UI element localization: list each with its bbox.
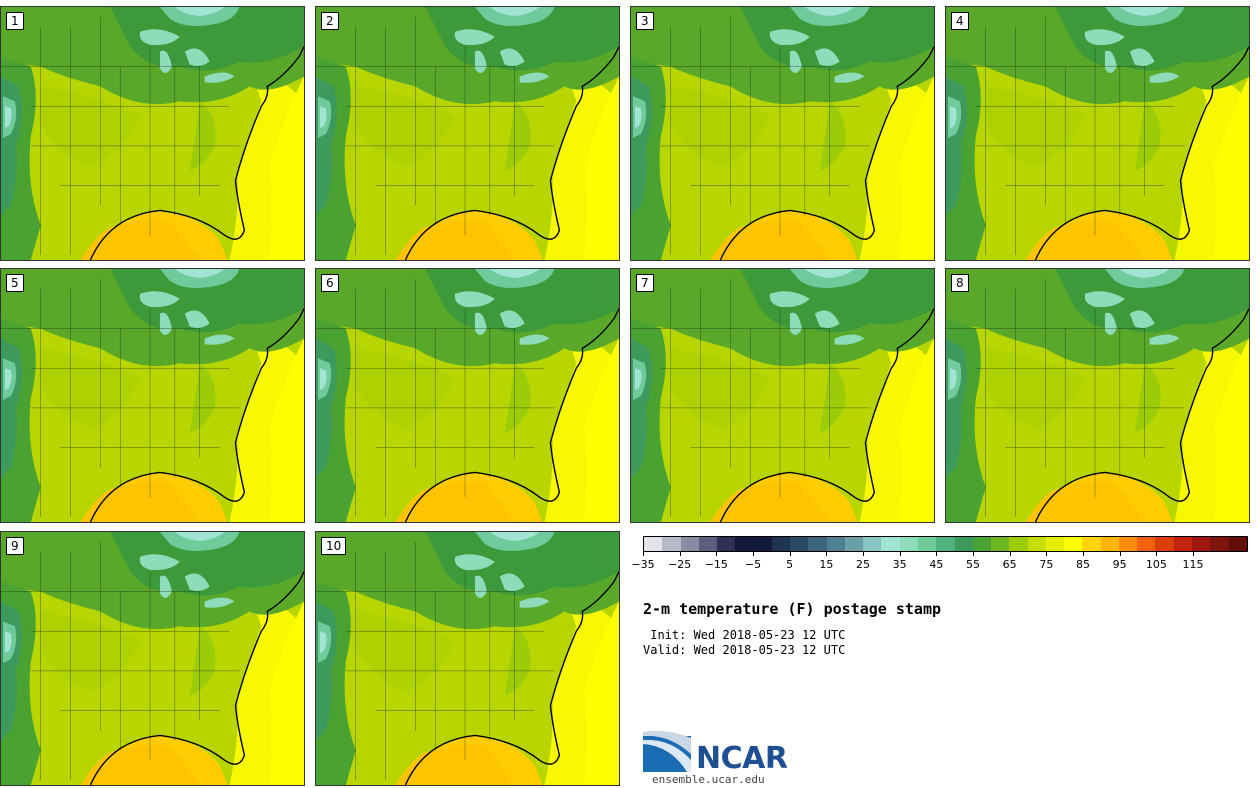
ensemble-member-panel: 3 [630,6,935,261]
ncar-url: ensemble.ucar.edu [652,773,765,786]
colorbar-swatch [644,537,663,551]
member-number-label: 4 [951,12,969,30]
colorbar-tickmark [789,552,791,556]
colorbar-tick-label: 25 [856,558,870,571]
ensemble-member-panel: 10 [315,531,620,786]
ensemble-member-panel: 6 [315,268,620,523]
ensemble-member-panel: 4 [945,6,1250,261]
ensemble-member-panel: 7 [630,268,935,523]
colorbar-tick-label: −5 [744,558,762,571]
colorbar-swatch [954,537,973,551]
colorbar-swatch [717,537,736,551]
colorbar-tickmark [936,552,938,556]
ensemble-member-panel: 9 [0,531,305,786]
colorbar-swatch [1045,537,1065,551]
colorbar-tick-label: −35 [631,558,655,571]
colorbar-tick-label: −25 [668,558,692,571]
member-number-label: 8 [951,274,969,292]
colorbar-swatch [698,537,718,551]
init-time: Init: Wed 2018-05-23 12 UTC [643,628,846,642]
colorbar-tickmark [643,552,644,556]
colorbar-swatch [662,537,681,551]
member-number-label: 1 [6,12,24,30]
colorbar-tickmark [1046,552,1048,556]
colorbar-swatch [1228,537,1247,551]
colorbar-swatch [1027,537,1046,551]
colorbar-swatch [808,537,827,551]
colorbar-tick-label: 115 [1182,558,1204,571]
colorbar-tickmark [1193,552,1194,556]
member-number-label: 6 [321,274,339,292]
colorbar-swatch [753,537,772,551]
colorbar-tick-label: 85 [1076,558,1090,571]
colorbar-tick-label: 5 [786,558,794,571]
colorbar-tickmark [826,552,828,556]
colorbar-swatch [1118,537,1138,551]
colorbar-swatch [844,537,864,551]
member-number-label: 10 [321,537,347,555]
temperature-colorbar [643,536,1248,552]
colorbar-tickmark [679,552,681,556]
colorbar-swatch [1155,537,1174,551]
colorbar-tick-label: 75 [1039,558,1054,571]
colorbar-swatch [680,537,699,551]
ncar-logo-text: NCAR [696,741,788,776]
colorbar-swatch [972,537,992,551]
colorbar-tickmark [899,552,901,556]
colorbar-swatch [771,537,791,551]
colorbar-swatch [863,537,882,551]
colorbar-swatch [1009,537,1028,551]
colorbar-tick-label: 95 [1112,558,1127,571]
colorbar-swatch [1191,537,1211,551]
colorbar-swatch [1064,537,1083,551]
colorbar-swatch [1082,537,1101,551]
colorbar-tick-label: 105 [1145,558,1167,571]
ensemble-member-panel: 8 [945,268,1250,523]
colorbar-tick-label: 65 [1002,558,1017,571]
colorbar-tick-label: 55 [966,558,980,571]
colorbar-swatch [881,537,900,551]
ensemble-member-panel: 2 [315,6,620,261]
colorbar-tickmark [1119,552,1121,556]
colorbar-tickmark [716,552,718,556]
colorbar-tick-label: 45 [929,558,944,571]
ensemble-member-panel: 5 [0,268,305,523]
ncar-logo-icon [643,730,691,772]
member-number-label: 2 [321,12,339,30]
colorbar-tickmark [1083,552,1084,556]
colorbar-swatch [735,537,754,551]
ensemble-member-panel: 1 [0,6,305,261]
colorbar-swatch [899,537,918,551]
colorbar-tickmark [1156,552,1158,556]
colorbar-tick-label: 15 [819,558,834,571]
member-number-label: 7 [636,274,654,292]
member-number-label: 5 [6,274,24,292]
member-number-label: 3 [636,12,654,30]
colorbar-tick-label: −15 [704,558,728,571]
colorbar-tickmark [863,552,864,556]
colorbar-swatch [936,537,955,551]
colorbar-swatch [991,537,1010,551]
valid-time: Valid: Wed 2018-05-23 12 UTC [643,643,846,657]
colorbar-swatch [1173,537,1192,551]
colorbar-tickmark [973,552,974,556]
colorbar-swatch [826,537,845,551]
colorbar-swatch [1210,537,1229,551]
colorbar-swatch [1100,537,1119,551]
member-number-label: 9 [6,537,24,555]
colorbar-tickmark [1009,552,1011,556]
colorbar-tickmark [753,552,754,556]
colorbar-tick-labels: −35 −25 −15 −5 5 15 25 35 45 55 65 75 85 95 105 115 [631,552,1248,572]
colorbar-tick-label: 35 [892,558,907,571]
colorbar-swatch [790,537,809,551]
colorbar-swatch [1137,537,1156,551]
colorbar-swatch [917,537,937,551]
plot-title: 2-m temperature (F) postage stamp [643,600,942,618]
